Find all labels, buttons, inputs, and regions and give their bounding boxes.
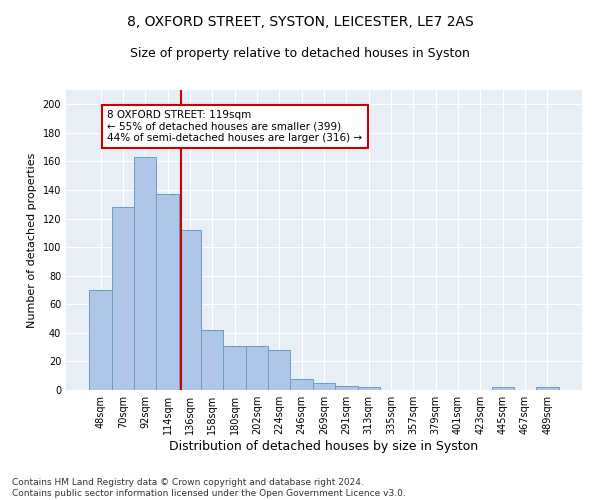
Y-axis label: Number of detached properties: Number of detached properties [27,152,37,328]
Bar [134,157,157,390]
Bar [313,383,335,390]
Bar [157,194,179,390]
Text: 8, OXFORD STREET, SYSTON, LEICESTER, LE7 2AS: 8, OXFORD STREET, SYSTON, LEICESTER, LE7… [127,15,473,29]
Bar [223,346,246,390]
Bar [290,378,313,390]
X-axis label: Distribution of detached houses by size in Syston: Distribution of detached houses by size … [169,440,479,453]
Bar [335,386,358,390]
Bar [246,346,268,390]
Bar [179,230,201,390]
Bar [201,330,223,390]
Text: Size of property relative to detached houses in Syston: Size of property relative to detached ho… [130,48,470,60]
Text: 8 OXFORD STREET: 119sqm
← 55% of detached houses are smaller (399)
44% of semi-d: 8 OXFORD STREET: 119sqm ← 55% of detache… [107,110,362,143]
Bar [536,387,559,390]
Bar [358,387,380,390]
Bar [89,290,112,390]
Text: Contains HM Land Registry data © Crown copyright and database right 2024.
Contai: Contains HM Land Registry data © Crown c… [12,478,406,498]
Bar [268,350,290,390]
Bar [112,207,134,390]
Bar [491,387,514,390]
